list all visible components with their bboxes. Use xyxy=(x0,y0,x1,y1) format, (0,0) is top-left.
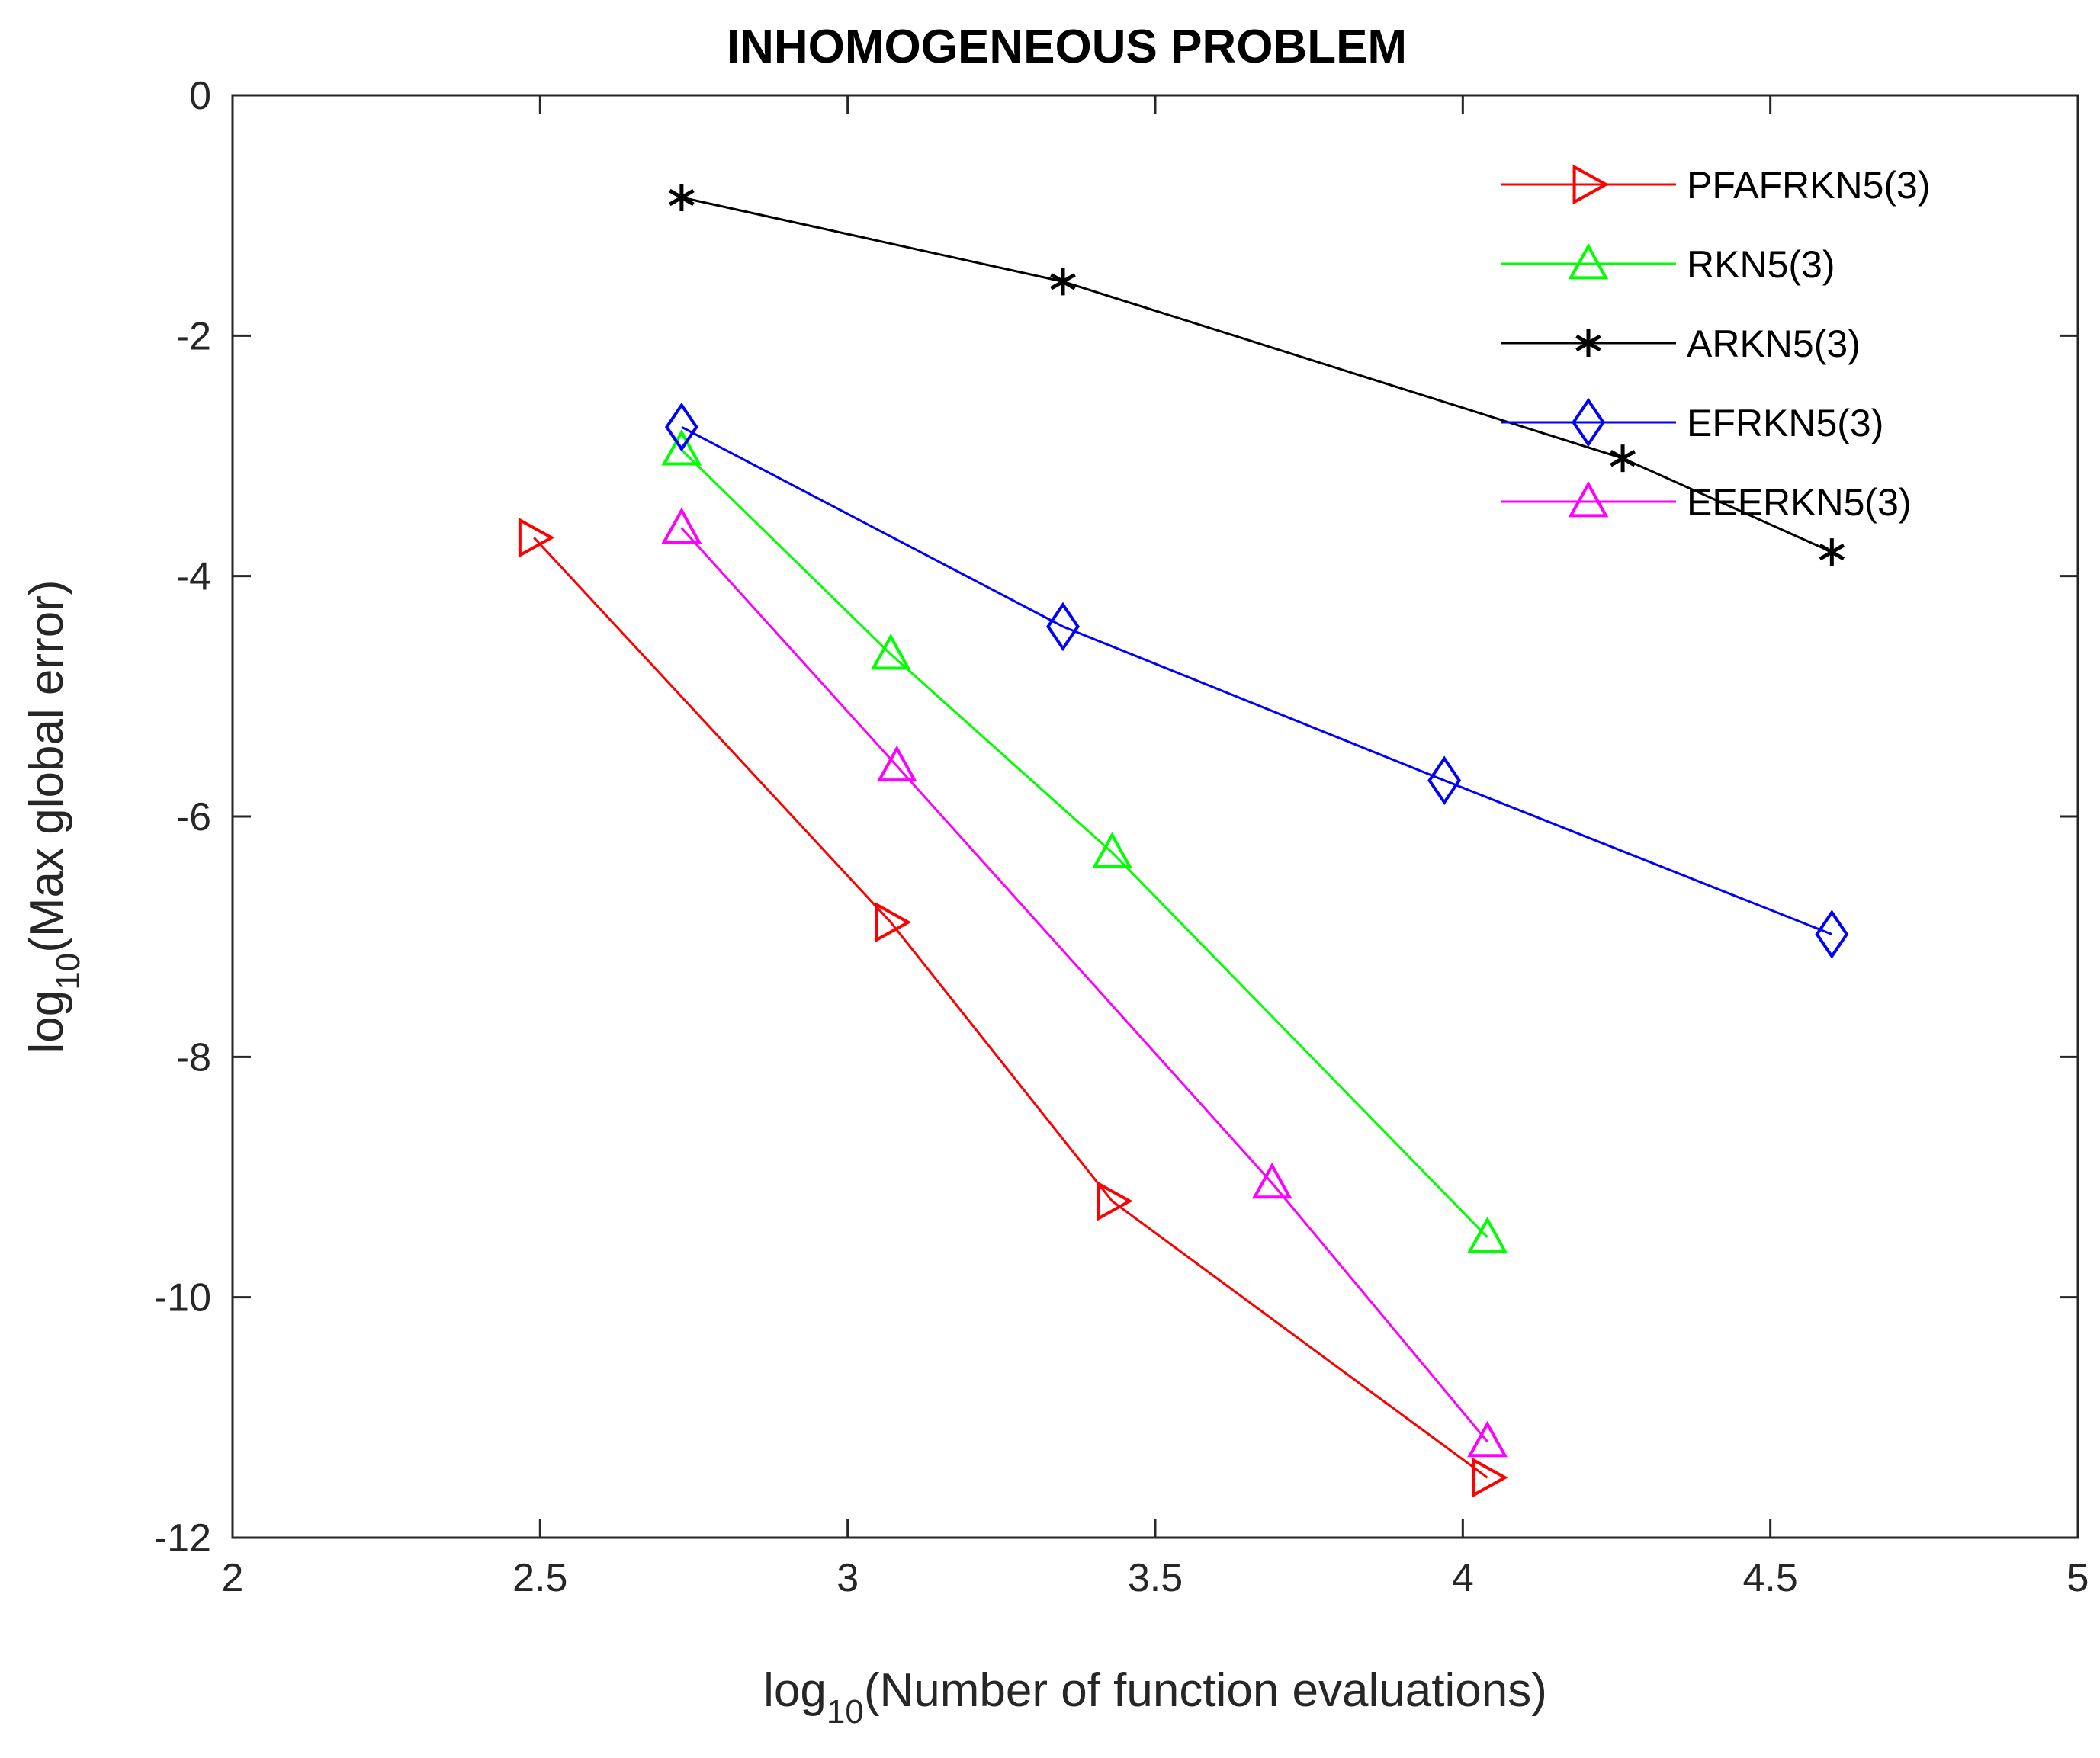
x-axis-label-prefix: log xyxy=(763,1664,827,1717)
legend-entry: PFAFRKN5(3) xyxy=(1501,164,1931,207)
data-point-marker xyxy=(1092,832,1132,868)
legend-label: EEERKN5(3) xyxy=(1687,481,1912,524)
y-tick-label: -12 xyxy=(154,1516,211,1561)
data-point-marker-stroke xyxy=(1610,449,1636,467)
data-point-marker xyxy=(1251,1162,1292,1199)
y-tick-label: -6 xyxy=(176,795,211,839)
x-axis-label-text: (Number of function evaluations) xyxy=(864,1664,1547,1717)
series-line xyxy=(681,196,1832,553)
legend-marker-stroke xyxy=(1575,334,1601,352)
x-axis-label: log10(Number of function evaluations) xyxy=(763,1664,1547,1731)
y-tick-label: -10 xyxy=(154,1276,211,1320)
legend-entry: ARKN5(3) xyxy=(1501,322,1861,365)
data-point-marker xyxy=(661,428,702,466)
series-line xyxy=(680,449,1488,1238)
plot-area xyxy=(231,94,2079,1539)
data-point-marker xyxy=(870,634,911,670)
y-axis-label-subscript: 10 xyxy=(50,953,87,990)
data-point-marker xyxy=(1097,1181,1133,1221)
series-EEERKN5(3) xyxy=(661,507,1508,1458)
data-point-marker xyxy=(1467,1216,1508,1253)
y-tick-label: 0 xyxy=(189,74,211,118)
data-point-marker xyxy=(1046,602,1080,652)
legend-entry: RKN5(3) xyxy=(1501,242,1835,286)
x-tick-label: 4.5 xyxy=(1743,1556,1798,1600)
data-point-marker-stroke xyxy=(1050,273,1076,290)
data-point-marker xyxy=(664,402,698,452)
x-tick-label: 3.5 xyxy=(1128,1556,1183,1600)
legend-marker xyxy=(1572,397,1605,448)
x-tick-label: 2 xyxy=(222,1556,244,1600)
data-point-marker xyxy=(1050,268,1076,296)
y-axis: 0 -2 -4 -6 -8 -10 -12 xyxy=(154,74,2078,1561)
series-line xyxy=(680,527,1488,1442)
data-point-marker xyxy=(875,902,912,943)
legend-label: EFRKN5(3) xyxy=(1687,402,1883,444)
series-line xyxy=(533,537,1488,1479)
legend-marker xyxy=(1575,329,1601,357)
data-point-marker xyxy=(876,745,917,782)
series-line xyxy=(681,425,1832,935)
y-axis-label-prefix: log xyxy=(21,990,73,1054)
y-tick-label: -8 xyxy=(176,1035,211,1080)
x-tick-label: 3 xyxy=(836,1556,859,1600)
data-point-marker xyxy=(1472,1457,1508,1498)
legend-marker xyxy=(1572,164,1610,205)
series-RKN5(3) xyxy=(661,428,1508,1253)
data-point-marker xyxy=(661,507,702,544)
legend-label: PFAFRKN5(3) xyxy=(1687,164,1931,207)
data-point-marker-stroke xyxy=(669,188,695,207)
x-tick-label: 4 xyxy=(1452,1556,1474,1600)
data-point-marker xyxy=(1819,538,1845,566)
y-tick-label: -2 xyxy=(176,314,211,358)
data-point-marker-stroke xyxy=(1819,543,1845,561)
series-EFRKN5(3) xyxy=(664,402,1849,959)
y-axis-label: log10(Max global error) xyxy=(21,580,87,1054)
data-point-marker xyxy=(669,184,695,212)
data-point-marker xyxy=(1427,755,1462,806)
series-PFAFRKN5(3) xyxy=(518,517,1508,1498)
legend-entry: EFRKN5(3) xyxy=(1501,397,1883,448)
legend-label: RKN5(3) xyxy=(1687,243,1835,286)
x-tick-label: 5 xyxy=(2067,1556,2089,1600)
y-tick-label: -4 xyxy=(176,555,211,599)
data-point-marker xyxy=(1467,1420,1508,1458)
legend-entry: EEERKN5(3) xyxy=(1501,480,1912,524)
data-point-marker xyxy=(1610,444,1636,473)
x-axis-label-subscript: 10 xyxy=(827,1693,864,1731)
series-layer xyxy=(518,184,1849,1498)
x-tick-label: 2.5 xyxy=(512,1556,567,1600)
data-point-marker xyxy=(518,517,555,558)
legend-label: ARKN5(3) xyxy=(1687,322,1861,365)
chart-title: INHOMOGENEOUS PROBLEM xyxy=(727,21,1407,73)
series-ARKN5(3) xyxy=(669,184,1845,566)
legend: PFAFRKN5(3) RKN5(3) ARKN5(3) EFRKN5(3) EEERK… xyxy=(1501,164,1931,524)
legend-marker xyxy=(1568,242,1609,280)
legend-marker xyxy=(1568,480,1609,518)
y-axis-label-text: (Max global error) xyxy=(21,580,73,953)
data-point-marker xyxy=(1815,909,1849,959)
x-axis: 2 2.5 3 3.5 4 4.5 5 xyxy=(222,95,2089,1600)
